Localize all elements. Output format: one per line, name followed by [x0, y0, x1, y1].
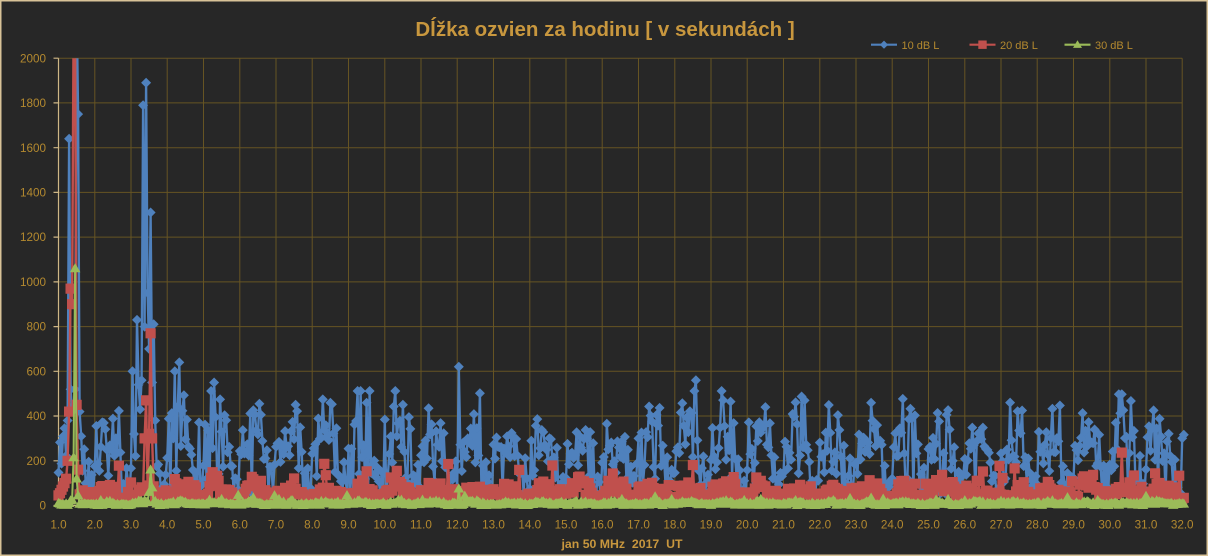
svg-text:18.0: 18.0 — [663, 519, 686, 532]
svg-text:12.0: 12.0 — [446, 519, 469, 532]
svg-text:1800: 1800 — [20, 97, 47, 110]
svg-text:1200: 1200 — [20, 231, 47, 244]
svg-text:7.0: 7.0 — [268, 519, 285, 532]
svg-text:29.0: 29.0 — [1062, 519, 1085, 532]
svg-text:30 dB L: 30 dB L — [1095, 40, 1133, 52]
svg-text:4.0: 4.0 — [159, 519, 176, 532]
svg-text:800: 800 — [26, 321, 46, 334]
svg-text:32.0: 32.0 — [1171, 519, 1194, 532]
svg-text:6.0: 6.0 — [232, 519, 249, 532]
svg-text:9.0: 9.0 — [340, 519, 357, 532]
svg-text:8.0: 8.0 — [304, 519, 321, 532]
svg-text:24.0: 24.0 — [881, 519, 904, 532]
svg-text:21.0: 21.0 — [772, 519, 795, 532]
svg-text:13.0: 13.0 — [482, 519, 505, 532]
svg-text:1.0: 1.0 — [50, 519, 67, 532]
svg-text:0: 0 — [39, 500, 46, 513]
svg-text:jan 50 MHz 2017 UT: jan 50 MHz 2017 UT — [561, 537, 683, 551]
svg-text:20 dB L: 20 dB L — [1000, 40, 1038, 52]
svg-text:27.0: 27.0 — [990, 519, 1013, 532]
svg-text:10 dB L: 10 dB L — [902, 40, 940, 52]
svg-text:1600: 1600 — [20, 142, 47, 155]
svg-text:20.0: 20.0 — [736, 519, 759, 532]
svg-text:25.0: 25.0 — [917, 519, 940, 532]
svg-text:11.0: 11.0 — [410, 519, 432, 532]
svg-text:23.0: 23.0 — [845, 519, 868, 532]
svg-text:1000: 1000 — [20, 276, 47, 289]
svg-text:2000: 2000 — [20, 52, 47, 65]
svg-text:Dĺžka ozvien za hodinu [ v sek: Dĺžka ozvien za hodinu [ v sekundách ] — [415, 17, 794, 41]
svg-text:28.0: 28.0 — [1026, 519, 1049, 532]
svg-text:19.0: 19.0 — [700, 519, 723, 532]
svg-text:5.0: 5.0 — [195, 519, 212, 532]
svg-text:400: 400 — [26, 410, 46, 423]
svg-text:10.0: 10.0 — [373, 519, 396, 532]
svg-text:200: 200 — [26, 455, 46, 468]
svg-text:600: 600 — [26, 365, 46, 378]
svg-text:26.0: 26.0 — [953, 519, 976, 532]
svg-text:3.0: 3.0 — [123, 519, 140, 532]
svg-text:2.0: 2.0 — [87, 519, 104, 532]
svg-text:31.0: 31.0 — [1135, 519, 1158, 532]
svg-text:14.0: 14.0 — [518, 519, 541, 532]
svg-text:16.0: 16.0 — [591, 519, 614, 532]
svg-text:30.0: 30.0 — [1098, 519, 1121, 532]
svg-text:22.0: 22.0 — [808, 519, 831, 532]
svg-text:17.0: 17.0 — [627, 519, 650, 532]
svg-text:1400: 1400 — [20, 187, 47, 200]
svg-text:15.0: 15.0 — [555, 519, 578, 532]
